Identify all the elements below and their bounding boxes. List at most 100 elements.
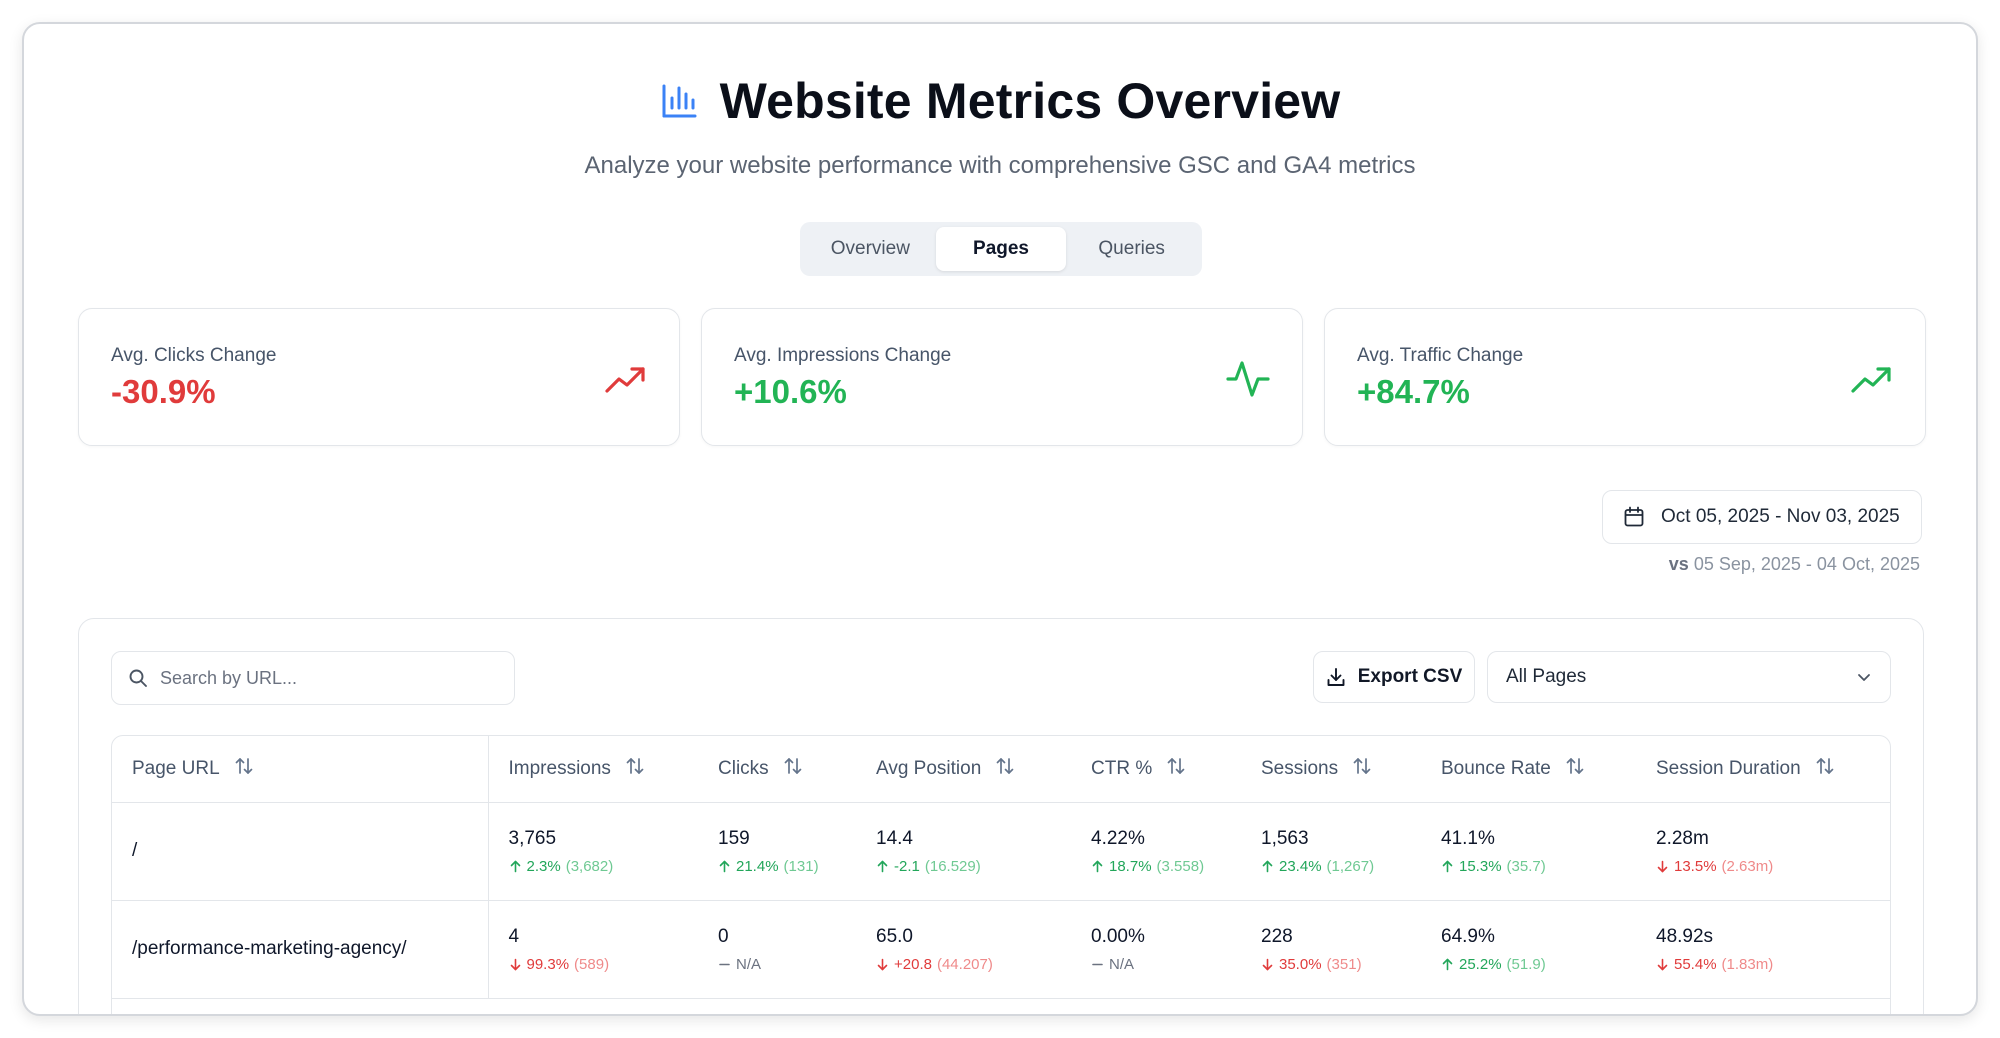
minus-icon: [719, 963, 730, 965]
arrow-down-icon: [1262, 958, 1273, 970]
metric-delta: N/A: [718, 956, 856, 973]
arrow-down-icon: [1657, 860, 1668, 872]
previous-value: (51.9): [1506, 955, 1546, 973]
sort-icon: [235, 757, 253, 774]
delta-value: 2.3%: [526, 857, 561, 875]
previous-value: (3,682): [565, 857, 614, 875]
previous-value: (589): [574, 955, 610, 973]
metric-delta: 21.4% (131): [718, 858, 856, 875]
metric-value: 228: [1261, 925, 1293, 947]
card-value: +84.7%: [1357, 373, 1470, 410]
metric-delta: 35.0% (351): [1261, 956, 1421, 973]
metric-value: 4: [508, 925, 520, 947]
column-header-label: CTR %: [1091, 757, 1153, 779]
arrow-down-icon: [877, 958, 888, 970]
search-input[interactable]: [160, 667, 500, 689]
page-url-cell[interactable]: /performance-marketing-agency/: [112, 900, 489, 999]
column-header-label: Bounce Rate: [1441, 757, 1551, 779]
column-header-label: Clicks: [718, 757, 769, 779]
metric-cell: 159 21.4% (131): [698, 802, 856, 901]
tab-queries[interactable]: Queries: [1098, 238, 1165, 259]
delta-value: +20.8: [894, 955, 932, 973]
column-header-label: Session Duration: [1656, 757, 1801, 779]
metric-delta: +20.8 (44.207): [876, 956, 1071, 973]
previous-value: (16.529): [924, 857, 981, 875]
metric-cell: 3,765 2.3% (3,682): [488, 802, 698, 901]
delta-value: 99.3%: [526, 955, 570, 973]
metric-value: 65.0: [876, 925, 913, 947]
page-title: Website Metrics Overview: [719, 73, 1341, 129]
metric-delta: 99.3% (589): [509, 956, 699, 973]
column-header[interactable]: Bounce Rate: [1421, 736, 1636, 803]
metric-delta: 13.5% (2.63m): [1656, 857, 1890, 875]
metric-value: 2.28m: [1656, 827, 1709, 849]
search-icon: [129, 669, 147, 687]
export-csv-label: Export CSV: [1357, 666, 1463, 687]
previous-value: (131): [783, 857, 819, 875]
sort-icon: [1353, 757, 1371, 774]
sort-icon: [996, 757, 1014, 774]
metric-cell: 4 99.3% (589): [488, 900, 699, 999]
column-header[interactable]: Impressions: [488, 736, 698, 803]
arrow-up-icon: [719, 860, 730, 872]
pages-table-panel: Export CSV All Pages Page URL Impressions…: [78, 618, 1924, 1014]
traffic-change-card: Avg. Traffic Change +84.7%: [1324, 308, 1926, 446]
table-row[interactable]: /performance-marketing-agency/4 99.3% (589…: [112, 900, 1890, 999]
view-tabs: Overview Pages Queries: [800, 222, 1202, 276]
previous-value: (351): [1326, 955, 1362, 973]
search-box[interactable]: [111, 651, 515, 705]
page-header: Website Metrics Overview Analyze your we…: [24, 72, 1976, 180]
metric-cell: 14.4 -2.1 (16.529): [856, 802, 1071, 901]
table-row[interactable]: /3,765 2.3% (3,682) 159 21.4% (131) 14.4 -2.1 (1…: [112, 802, 1890, 901]
sort-icon: [626, 757, 644, 774]
delta-value: -2.1: [894, 857, 920, 875]
delta-value: N/A: [1109, 955, 1135, 973]
page-subtitle: Analyze your website performance with co…: [584, 152, 1416, 179]
metric-delta: 23.4% (1,267): [1261, 858, 1421, 875]
sort-icon: [784, 757, 802, 774]
download-icon: [1327, 668, 1345, 686]
metric-value: 64.9%: [1441, 925, 1495, 947]
column-header[interactable]: Session Duration: [1636, 736, 1890, 803]
metric-delta: N/A: [1091, 956, 1241, 973]
column-header[interactable]: Avg Position: [856, 736, 1071, 803]
metric-delta: 15.3% (35.7): [1441, 858, 1636, 875]
delta-value: 23.4%: [1279, 857, 1322, 875]
card-label: Avg. Traffic Change: [1357, 345, 1524, 366]
metric-value: 14.4: [876, 827, 913, 849]
metric-cell: 0 N/A: [698, 900, 856, 999]
card-value: -30.9%: [111, 373, 216, 410]
date-range-picker[interactable]: Oct 05, 2025 - Nov 03, 2025: [1602, 490, 1922, 544]
delta-value: 13.5%: [1674, 857, 1717, 875]
previous-value: (1,267): [1326, 857, 1375, 875]
column-header[interactable]: Clicks: [698, 736, 856, 803]
page-filter-select[interactable]: All Pages: [1487, 651, 1891, 703]
metric-value: 0.00%: [1091, 925, 1145, 947]
column-header[interactable]: Sessions: [1241, 736, 1421, 803]
metric-cell: 65.0 +20.8 (44.207): [856, 900, 1071, 999]
previous-value: (35.7): [1506, 857, 1546, 875]
delta-value: 21.4%: [736, 857, 779, 875]
chevron-down-icon: [1858, 674, 1870, 681]
delta-value: 55.4%: [1674, 955, 1717, 973]
column-header[interactable]: Page URL: [112, 736, 489, 803]
tab-pages[interactable]: Pages: [935, 227, 1067, 271]
metric-cell: 41.1% 15.3% (35.7): [1421, 802, 1636, 901]
sort-icon: [1167, 757, 1185, 774]
trending-up-icon: [1851, 367, 1891, 393]
table-header-row: Page URL Impressions Clicks Avg Position CTR…: [112, 736, 1890, 803]
metric-delta: 25.2% (51.9): [1441, 956, 1636, 973]
metric-cell: 4.22% 18.7% (3.558): [1071, 802, 1241, 901]
delta-value: 15.3%: [1459, 857, 1502, 875]
metric-delta: 55.4% (1.83m): [1656, 955, 1890, 973]
tab-overview[interactable]: Overview: [830, 238, 910, 259]
column-header[interactable]: CTR %: [1071, 736, 1241, 803]
previous-value: (3.558): [1156, 857, 1205, 875]
page-url-cell[interactable]: /: [112, 802, 489, 901]
export-csv-button[interactable]: Export CSV: [1313, 651, 1475, 703]
minus-icon: [1092, 963, 1103, 965]
column-header-label: Sessions: [1261, 757, 1339, 779]
metric-cell: 48.92s 55.4% (1.83m): [1636, 900, 1890, 999]
app-window: Website Metrics Overview Analyze your we…: [22, 22, 1978, 1016]
arrow-up-icon: [1442, 860, 1453, 872]
